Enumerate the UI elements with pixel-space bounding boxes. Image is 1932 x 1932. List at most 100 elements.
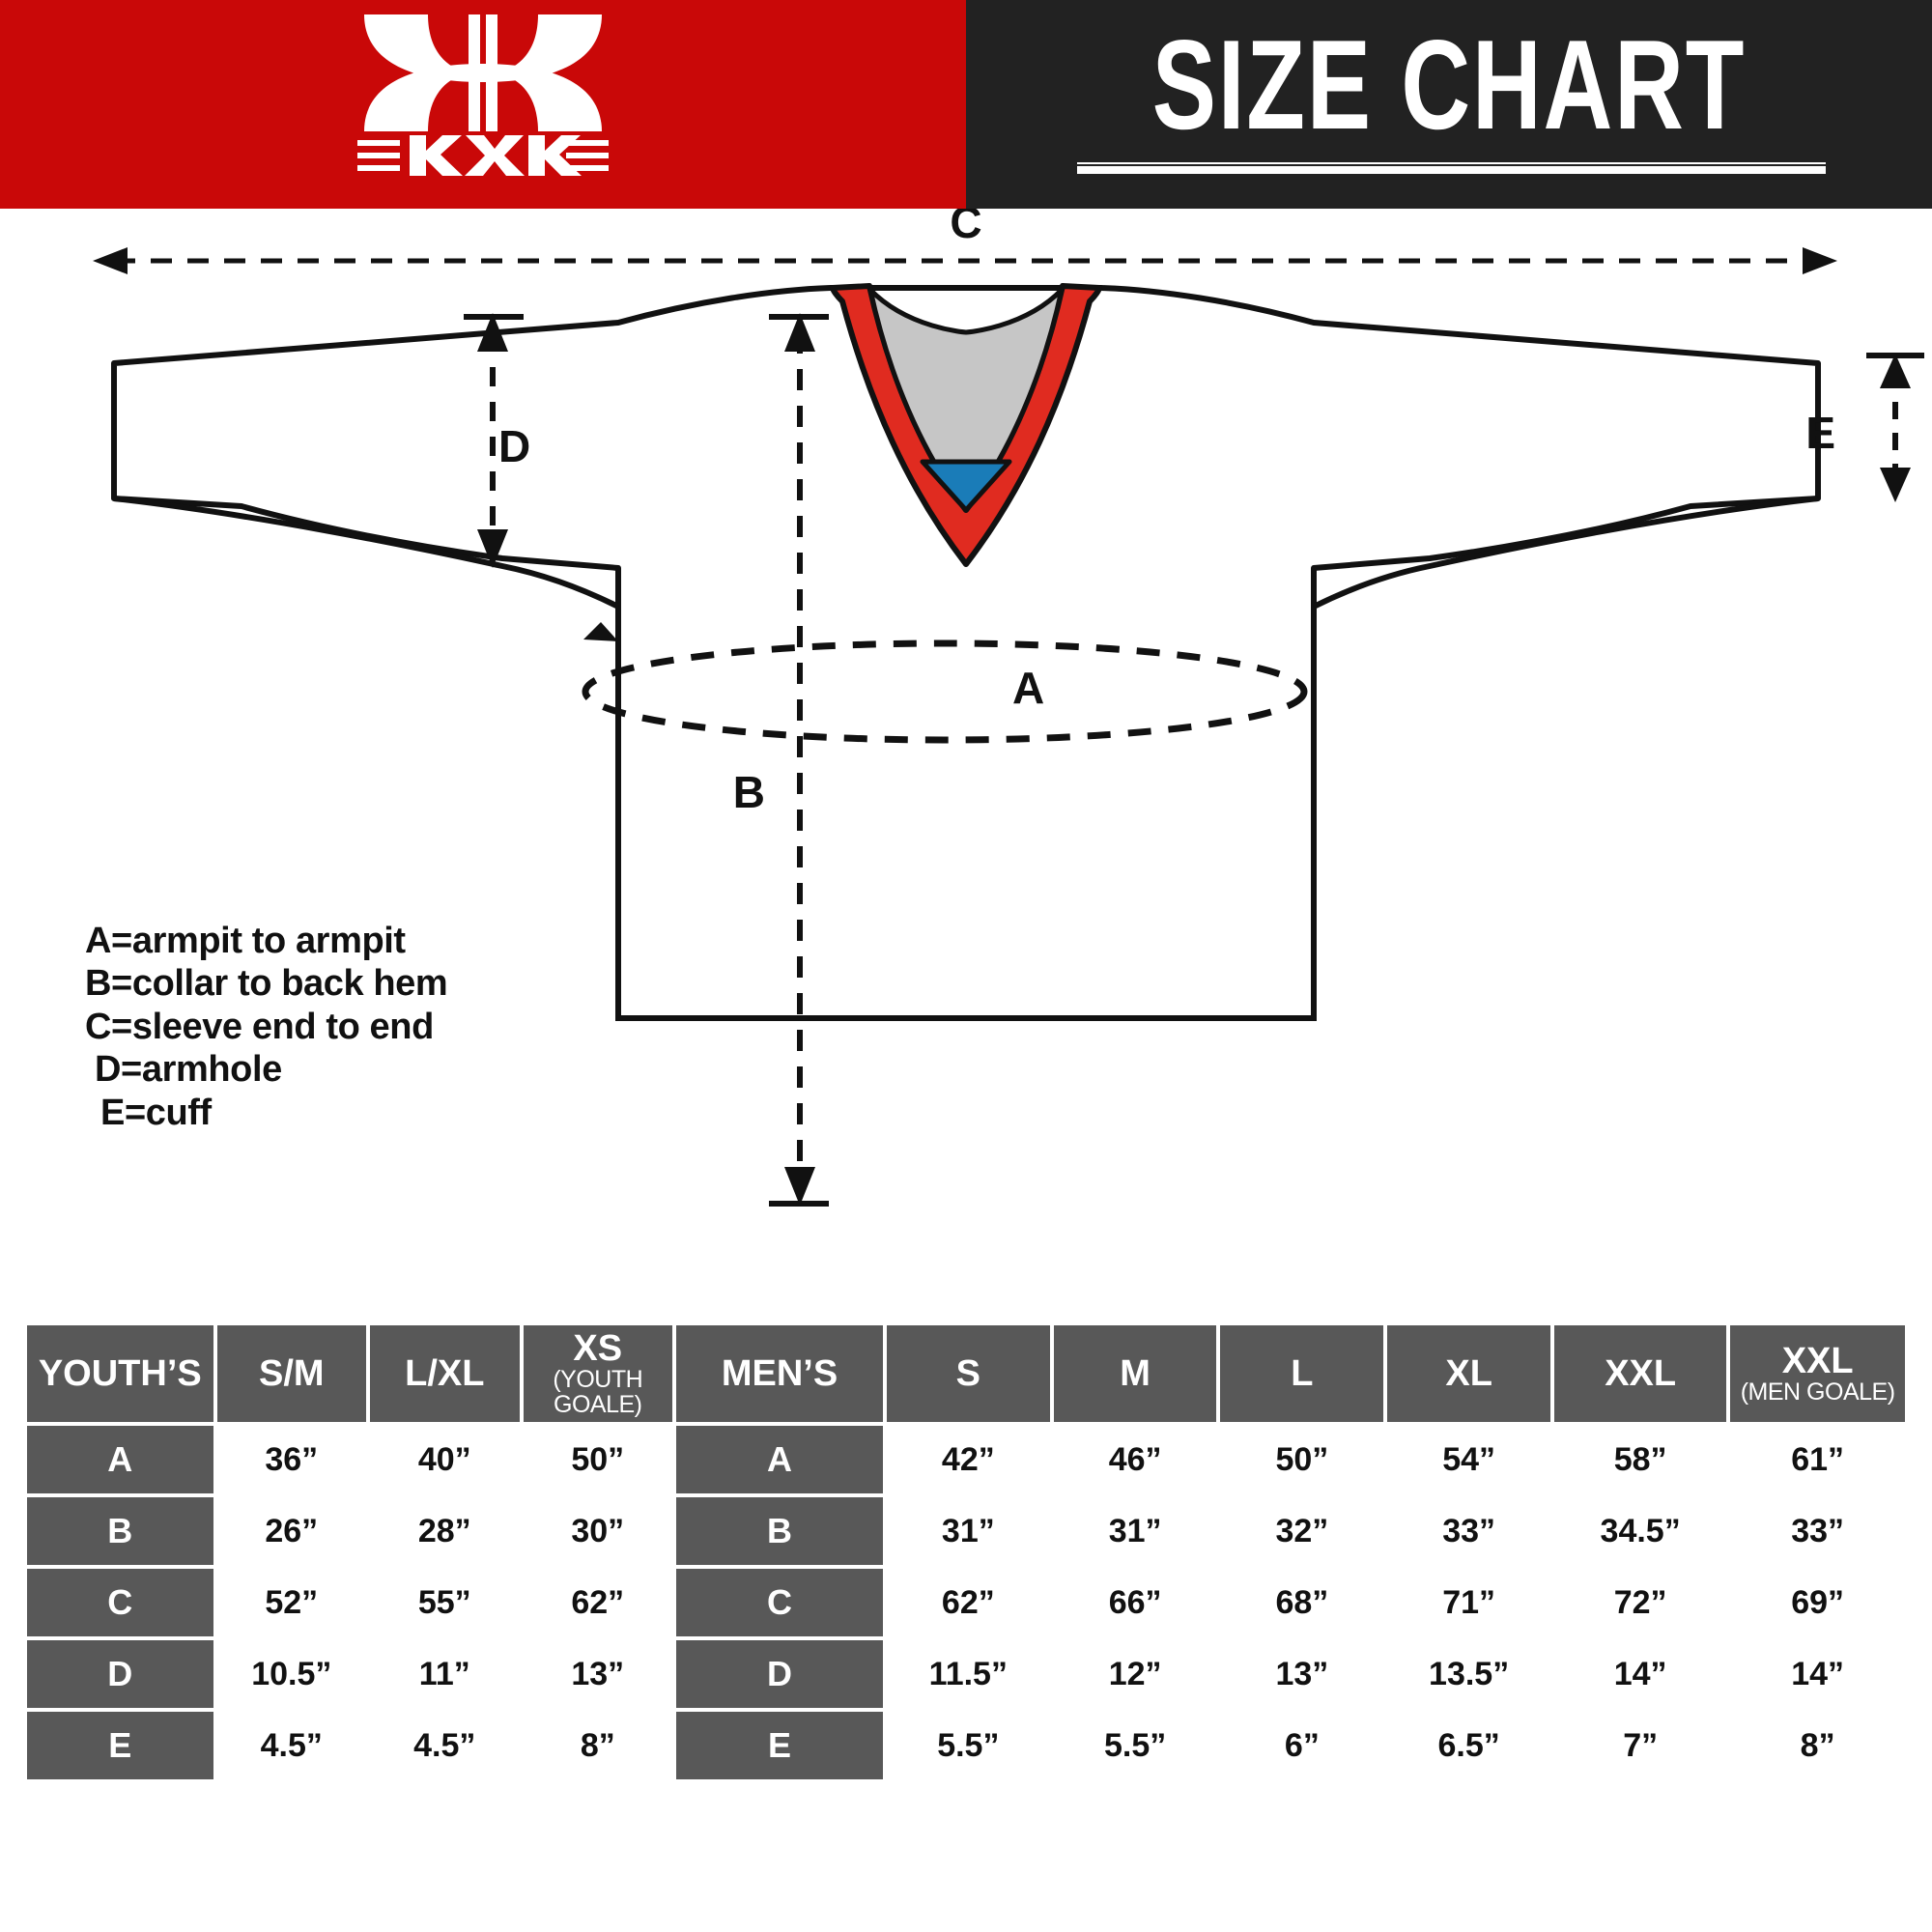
size-table-container: YOUTH’S S/M L/XL XS (YOUTH GOALE) MEN’S S M L XL X… xyxy=(23,1321,1909,1783)
dimension-d-label: D xyxy=(498,421,530,471)
kxk-wordmark xyxy=(357,135,609,176)
dimension-a-label: A xyxy=(1012,663,1044,713)
column-header-label: XXL xyxy=(1605,1353,1677,1394)
cell-youth-E-3: 8” xyxy=(523,1712,673,1779)
legend-line-a: A=armpit to armpit xyxy=(85,921,406,961)
cell-men-C-6: 69” xyxy=(1730,1569,1905,1636)
row-label-men-B: B xyxy=(676,1497,883,1565)
cell-youth-C-3: 62” xyxy=(523,1569,673,1636)
cell-men-C-4: 71” xyxy=(1387,1569,1551,1636)
title-panel: SIZE CHART xyxy=(966,0,1932,209)
table-row: B 26” 28” 30” B 31” 31” 32” 33” 34.5” 33” xyxy=(27,1497,1905,1565)
table-row: E 4.5” 4.5” 8” E 5.5” 5.5” 6” 6.5” 7” 8” xyxy=(27,1712,1905,1779)
cell-youth-D-1: 10.5” xyxy=(216,1640,367,1708)
dimension-e-label: E xyxy=(1805,408,1835,458)
column-header-s-m: S/M xyxy=(216,1325,367,1422)
cell-men-D-6: 14” xyxy=(1730,1640,1905,1708)
table-row: A 36” 40” 50” A 42” 46” 50” 54” 58” 61” xyxy=(27,1426,1905,1493)
column-header-label: S/M xyxy=(259,1353,325,1394)
column-header-sublabel: (YOUTH GOALE) xyxy=(553,1365,643,1418)
jersey-diagram: D E B A xyxy=(0,209,1932,1310)
brand-logo xyxy=(338,13,628,196)
column-header-label: L/XL xyxy=(405,1353,485,1394)
row-label-youth-A: A xyxy=(27,1426,213,1493)
cell-youth-A-3: 50” xyxy=(523,1426,673,1493)
page-title: SIZE CHART xyxy=(1151,13,1747,156)
legend-line-b: B=collar to back hem xyxy=(85,963,448,1005)
dimension-c-arrow-left xyxy=(93,247,128,274)
row-label-youth-E: E xyxy=(27,1712,213,1779)
cell-youth-D-2: 11” xyxy=(370,1640,520,1708)
column-header-men-s: MEN’S xyxy=(676,1325,883,1422)
column-header-sublabel: (MEN GOALE) xyxy=(1740,1378,1895,1406)
kxk-hourglass-icon xyxy=(362,13,604,133)
title-underline xyxy=(1077,166,1826,174)
cell-men-C-2: 66” xyxy=(1053,1569,1217,1636)
cell-men-D-2: 12” xyxy=(1053,1640,1217,1708)
row-label-youth-D: D xyxy=(27,1640,213,1708)
cell-men-A-2: 46” xyxy=(1053,1426,1217,1493)
column-header-youth-s: YOUTH’S xyxy=(27,1325,213,1422)
cell-youth-C-2: 55” xyxy=(370,1569,520,1636)
column-header-label: MEN’S xyxy=(721,1353,838,1394)
cell-youth-B-3: 30” xyxy=(523,1497,673,1565)
cell-men-C-5: 72” xyxy=(1554,1569,1727,1636)
dimension-c-label: C xyxy=(950,209,981,247)
column-header-label: L xyxy=(1291,1353,1314,1394)
table-row: D 10.5” 11” 13” D 11.5” 12” 13” 13.5” 14” 14” xyxy=(27,1640,1905,1708)
cell-men-D-4: 13.5” xyxy=(1387,1640,1551,1708)
cell-men-B-5: 34.5” xyxy=(1554,1497,1727,1565)
legend-line-e: E=cuff xyxy=(100,1092,212,1133)
cell-youth-B-1: 26” xyxy=(216,1497,367,1565)
table-row: C 52” 55” 62” C 62” 66” 68” 71” 72” 69” xyxy=(27,1569,1905,1636)
collar-v-patch xyxy=(920,459,1012,513)
row-label-youth-C: C xyxy=(27,1569,213,1636)
cell-men-B-2: 31” xyxy=(1053,1497,1217,1565)
dimension-b-label: B xyxy=(733,767,765,817)
cell-youth-A-2: 40” xyxy=(370,1426,520,1493)
row-label-youth-B: B xyxy=(27,1497,213,1565)
column-header-l: L xyxy=(1220,1325,1384,1422)
cell-men-A-3: 50” xyxy=(1220,1426,1384,1493)
jersey-torso xyxy=(615,568,1317,1021)
column-header-xxl: XXL xyxy=(1554,1325,1727,1422)
cell-men-B-1: 31” xyxy=(886,1497,1050,1565)
column-header-label: S xyxy=(955,1353,981,1394)
cell-youth-D-3: 13” xyxy=(523,1640,673,1708)
cell-men-E-2: 5.5” xyxy=(1053,1712,1217,1779)
size-table: YOUTH’S S/M L/XL XS (YOUTH GOALE) MEN’S S M L XL X… xyxy=(23,1321,1909,1783)
cell-men-E-3: 6” xyxy=(1220,1712,1384,1779)
table-header-row: YOUTH’S S/M L/XL XS (YOUTH GOALE) MEN’S S M L XL X… xyxy=(27,1325,1905,1422)
cell-men-B-4: 33” xyxy=(1387,1497,1551,1565)
legend-line-c: C=sleeve end to end xyxy=(85,1006,434,1047)
column-header-xxl: XXL (MEN GOALE) xyxy=(1730,1325,1905,1422)
cell-men-D-1: 11.5” xyxy=(886,1640,1050,1708)
title-underline-thin xyxy=(1077,162,1826,164)
left-sleeve-underside xyxy=(113,496,620,610)
cell-men-C-3: 68” xyxy=(1220,1569,1384,1636)
column-header-label: M xyxy=(1120,1353,1151,1394)
column-header-label: XS xyxy=(573,1327,623,1369)
dimension-e xyxy=(1866,353,1924,502)
dimension-c-arrow-right xyxy=(1803,247,1837,274)
page-header: SIZE CHART xyxy=(0,0,1932,209)
cell-men-C-1: 62” xyxy=(886,1569,1050,1636)
cell-men-D-3: 13” xyxy=(1220,1640,1384,1708)
collar-inner xyxy=(867,287,1065,513)
column-header-l-xl: L/XL xyxy=(370,1325,520,1422)
cell-men-E-5: 7” xyxy=(1554,1712,1727,1779)
measurement-legend: A=armpit to armpit B=collar to back hem … xyxy=(85,920,587,1134)
legend-line-d: D=armhole xyxy=(95,1049,282,1091)
cell-men-E-6: 8” xyxy=(1730,1712,1905,1779)
column-header-m: M xyxy=(1053,1325,1217,1422)
right-sleeve-underside xyxy=(1312,496,1819,610)
cell-youth-E-1: 4.5” xyxy=(216,1712,367,1779)
row-label-men-D: D xyxy=(676,1640,883,1708)
column-header-xl: XL xyxy=(1387,1325,1551,1422)
cell-men-A-6: 61” xyxy=(1730,1426,1905,1493)
row-label-men-A: A xyxy=(676,1426,883,1493)
cell-youth-E-2: 4.5” xyxy=(370,1712,520,1779)
cell-men-A-1: 42” xyxy=(886,1426,1050,1493)
row-label-men-E: E xyxy=(676,1712,883,1779)
